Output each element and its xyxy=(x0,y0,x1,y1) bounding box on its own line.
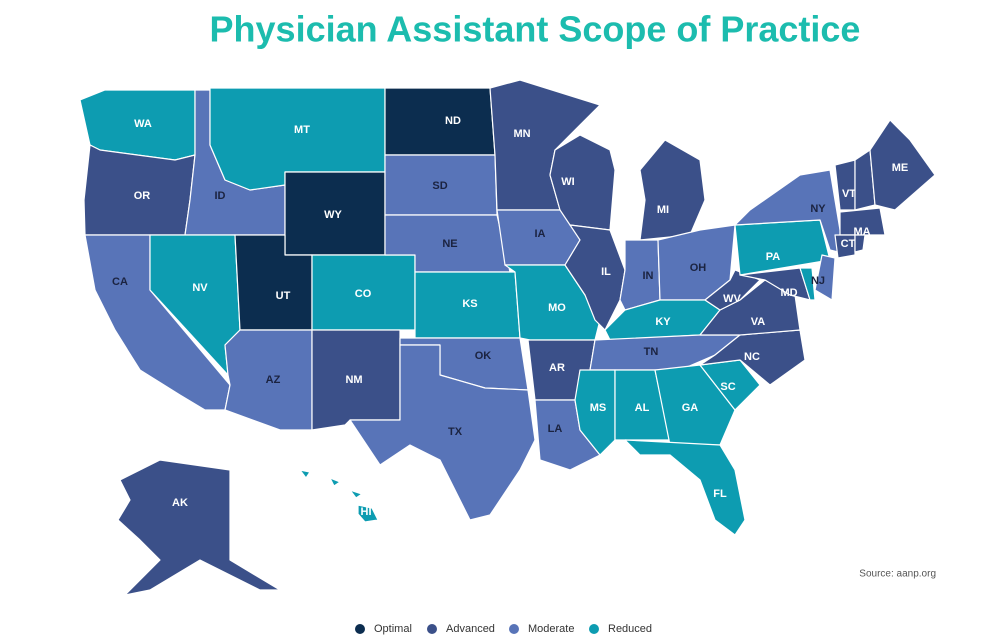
state-label: AL xyxy=(635,402,650,414)
state xyxy=(854,234,866,253)
legend-label: Optimal xyxy=(374,623,412,635)
state-label: KS xyxy=(462,298,477,310)
legend: Optimal Advanced Moderate Reduced xyxy=(355,623,652,635)
state xyxy=(299,469,379,523)
state-label: NE xyxy=(442,238,457,250)
state-label: UT xyxy=(276,290,291,302)
state xyxy=(834,159,856,211)
state-label: IL xyxy=(601,266,611,278)
legend-label: Reduced xyxy=(608,623,652,635)
state xyxy=(639,139,706,241)
state xyxy=(869,119,936,211)
state-label: OR xyxy=(134,190,151,202)
state-label: KY xyxy=(655,316,671,328)
state-label: MO xyxy=(548,302,566,314)
state-label: CO xyxy=(355,288,372,300)
legend-swatch xyxy=(427,624,437,634)
state-label: MD xyxy=(780,287,797,299)
state-label: MI xyxy=(657,204,669,216)
legend-swatch xyxy=(589,624,599,634)
legend-label: Advanced xyxy=(446,623,495,635)
state-label: NY xyxy=(810,203,826,215)
state-label: TN xyxy=(644,346,659,358)
state xyxy=(384,87,496,156)
state-label: AR xyxy=(549,362,565,374)
state xyxy=(739,267,811,301)
state-label: IA xyxy=(535,228,546,240)
state xyxy=(349,344,536,521)
state xyxy=(799,267,816,301)
state-label: SC xyxy=(720,381,735,393)
state-label: MS xyxy=(590,402,607,414)
state-label: AK xyxy=(172,497,188,509)
state-label: IN xyxy=(643,270,654,282)
state-label: ND xyxy=(445,115,461,127)
state xyxy=(564,224,626,331)
state-label: CT xyxy=(841,238,856,250)
state-label: TX xyxy=(448,426,463,438)
state-label: OH xyxy=(690,262,707,274)
state-label: NC xyxy=(744,351,760,363)
state-label: WY xyxy=(324,209,342,221)
state xyxy=(619,239,661,311)
state xyxy=(734,219,831,276)
state-label: ID xyxy=(215,190,226,202)
state-label: VA xyxy=(751,316,766,328)
state-label: NM xyxy=(345,374,362,386)
state-label: CA xyxy=(112,276,128,288)
state xyxy=(839,207,886,236)
state xyxy=(834,234,856,259)
state xyxy=(117,459,281,596)
state-label: HI xyxy=(361,506,372,518)
state-label: LA xyxy=(548,423,563,435)
state-label: SD xyxy=(432,180,447,192)
state-label: OK xyxy=(475,350,492,362)
legend-swatch xyxy=(355,624,365,634)
state-label: FL xyxy=(713,488,727,500)
state-label: MT xyxy=(294,124,310,136)
state-label: WV xyxy=(723,293,741,305)
state-label: NJ xyxy=(811,275,825,287)
state-label: ME xyxy=(892,162,909,174)
title: Physician Assistant Scope of Practice xyxy=(210,9,861,50)
state-label: WI xyxy=(561,176,574,188)
states: WA OR CA ID NV MT WY UT CO AZ NM ND SD NE KS OK TX MN IA MO… xyxy=(79,79,936,596)
legend-label: Moderate xyxy=(528,623,574,635)
legend-swatch xyxy=(509,624,519,634)
source: Source: aanp.org xyxy=(859,569,936,580)
state xyxy=(614,369,671,441)
state-label: WA xyxy=(134,118,152,130)
state xyxy=(704,269,761,311)
state xyxy=(624,439,746,536)
state-label: PA xyxy=(766,251,781,263)
state-label: AZ xyxy=(266,374,281,386)
state-label: VT xyxy=(842,188,856,200)
state-label: MN xyxy=(513,128,530,140)
state-label: GA xyxy=(682,402,699,414)
state-label: NV xyxy=(192,282,208,294)
state xyxy=(814,254,836,301)
